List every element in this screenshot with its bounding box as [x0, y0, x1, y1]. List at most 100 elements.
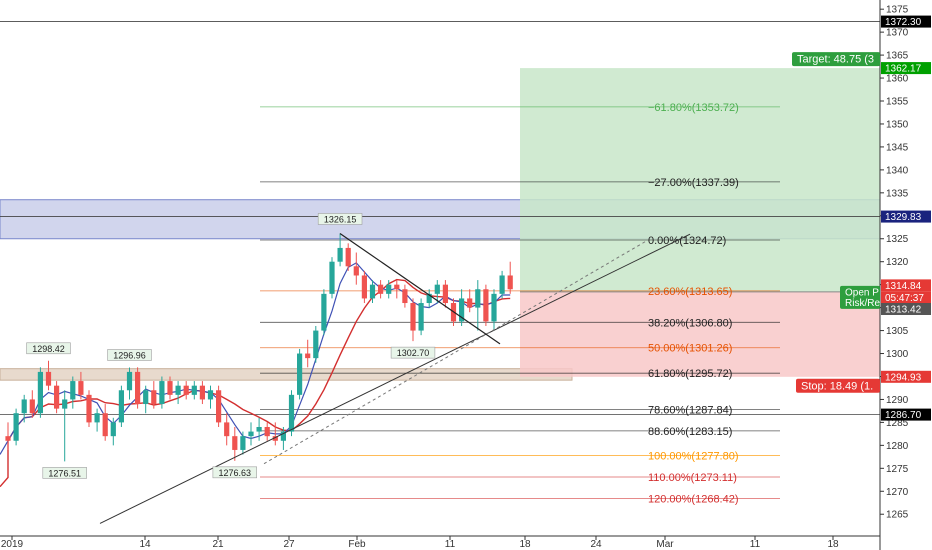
candle	[94, 408, 100, 432]
candle-body	[110, 422, 116, 437]
candle	[216, 385, 222, 427]
candle	[224, 413, 230, 446]
stop-label-bg	[796, 378, 880, 393]
x-tick-label: 24	[590, 539, 602, 550]
fibonacci-layer[interactable]: −61.80%(1353.72) −27.00%(1337.39) 0.00%(13…	[260, 102, 780, 506]
price-badge-bg	[881, 279, 931, 292]
price-badge-text: 1362.17	[885, 64, 922, 75]
downtrend-line[interactable]	[339, 232, 501, 345]
fib-anchor-line[interactable]	[263, 239, 649, 465]
candle	[442, 280, 448, 308]
candle-body	[118, 390, 124, 423]
candle-body	[183, 385, 189, 395]
candle-body	[305, 353, 311, 359]
candle	[418, 298, 424, 336]
price-annotation-text: 1326.15	[324, 214, 357, 224]
candle-body	[361, 275, 367, 299]
candle-body	[240, 436, 246, 450]
candle-body	[280, 431, 286, 441]
y-tick-label: 1275	[886, 464, 909, 475]
trendlines-layer[interactable]	[99, 232, 691, 524]
fib-level-label: 100.00%(1277.80)	[648, 450, 739, 462]
candle-body	[159, 381, 165, 405]
candle	[297, 348, 303, 400]
price-badge: 05:47:37	[881, 291, 931, 304]
candle	[264, 422, 270, 441]
candle	[288, 390, 295, 437]
price-annotation: 1276.51	[42, 467, 87, 479]
candle	[21, 394, 27, 423]
candle	[175, 381, 181, 405]
fib-level-label: 78.60%(1287.84)	[648, 404, 732, 416]
price-axis[interactable]	[880, 0, 932, 550]
candle	[167, 376, 173, 400]
open-position-bg	[840, 285, 880, 309]
fib-level-label: 120.00%(1268.42)	[648, 494, 739, 506]
candle-body	[272, 436, 278, 441]
candle	[272, 422, 278, 446]
x-tick-label: 21	[212, 539, 224, 550]
price-badge-text: 1294.93	[885, 372, 922, 383]
candle	[369, 280, 376, 304]
price-badge: 1372.30	[881, 15, 931, 28]
price-badge: 1286.70	[881, 408, 931, 421]
x-tick-label: 18	[519, 539, 531, 550]
candle	[110, 417, 116, 446]
candle-body	[353, 266, 359, 276]
candle-body	[94, 413, 100, 423]
candle-body	[37, 371, 43, 414]
candle-body	[54, 385, 60, 409]
candle-body	[224, 422, 230, 437]
candle-body	[13, 413, 19, 441]
price-badge-text: 1314.84	[885, 281, 922, 292]
open-position-text-1: Open P	[845, 287, 879, 298]
candle-body	[426, 293, 432, 304]
fib-level-label: 23.60%(1313.65)	[648, 286, 732, 298]
candle-body	[329, 261, 335, 294]
candle-body	[491, 293, 497, 322]
candle	[345, 243, 351, 271]
candle	[191, 381, 197, 400]
candle	[5, 422, 11, 450]
stop-zone	[520, 291, 880, 377]
target-label-bg	[792, 52, 880, 67]
fib-level-label: 110.00%(1273.11)	[648, 472, 737, 484]
candle-body	[167, 381, 173, 395]
fib-level-label: 61.80%(1295.72)	[648, 368, 732, 380]
candle-body	[402, 289, 408, 304]
x-tick-label: 2019	[1, 539, 24, 550]
candle-body	[475, 289, 481, 308]
price-annotation-text: 1298.42	[32, 344, 65, 354]
price-badge-bg	[881, 291, 931, 304]
candle-body	[126, 371, 133, 391]
candle-body	[21, 399, 27, 414]
candle	[70, 376, 76, 409]
price-badge-text: 1313.42	[885, 304, 922, 315]
candle	[507, 261, 513, 294]
price-annotation-box	[26, 342, 71, 355]
candle	[159, 376, 165, 409]
candle-body	[86, 394, 92, 423]
candle	[143, 385, 149, 414]
fib-level-label: 0.00%(1324.72)	[648, 235, 726, 247]
price-annotation-box	[317, 213, 363, 225]
candle-body	[264, 426, 270, 437]
candle-body	[386, 284, 392, 294]
fib-level-label: −61.80%(1353.72)	[648, 102, 739, 114]
candle	[126, 367, 133, 400]
candle-body	[207, 390, 214, 400]
price-annotation: 1302.70	[390, 346, 436, 359]
uptrend-line[interactable]	[99, 233, 691, 524]
y-tick-label: 1300	[886, 349, 909, 360]
stop-label-text: Stop: 18.49 (1.	[801, 380, 873, 392]
price-badge-bg	[881, 62, 931, 75]
fast-moving-average	[0, 262, 511, 455]
candle-body	[62, 399, 68, 409]
x-tick-label: Mar	[656, 539, 674, 550]
x-tick-label: 18	[827, 539, 839, 550]
open-position-text-2: Risk/Re	[845, 298, 880, 309]
price-badge-text: 1286.70	[885, 410, 922, 421]
candle	[467, 289, 473, 313]
